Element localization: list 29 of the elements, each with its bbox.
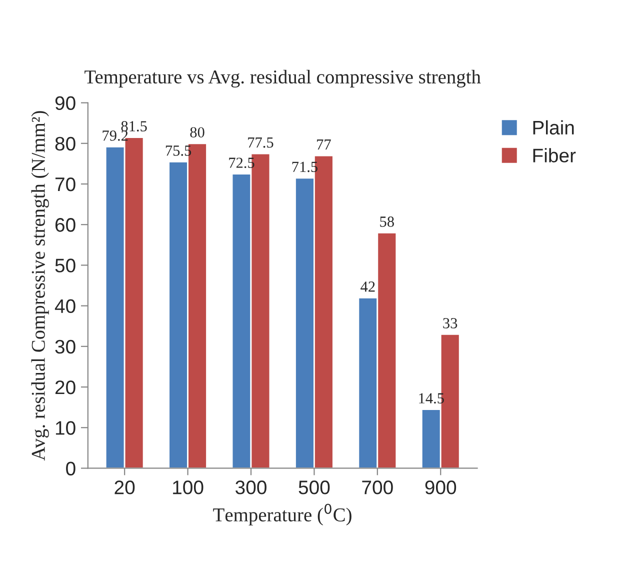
y-tick-label: 90 bbox=[55, 96, 76, 110]
y-axis-title: Avg. residual Compressive strength (N/mm²) bbox=[31, 111, 49, 461]
x-tick-label: 900 bbox=[425, 480, 456, 494]
y-tick-label: 40 bbox=[54, 299, 76, 314]
y-tick-label: 30 bbox=[55, 340, 76, 354]
y-tick-label: 70 bbox=[55, 177, 76, 192]
data-label: 80 bbox=[190, 127, 204, 138]
y-tick-label: 0 bbox=[66, 462, 76, 476]
data-label: 33 bbox=[443, 318, 458, 328]
data-label: 77 bbox=[317, 140, 331, 150]
x-tick-label: 500 bbox=[298, 480, 330, 494]
data-label: 77.5 bbox=[248, 138, 274, 148]
legend-label: Plain bbox=[533, 120, 574, 135]
x-tick-label: 700 bbox=[362, 480, 393, 494]
y-tick-label: 60 bbox=[55, 218, 76, 232]
x-tick-label: 300 bbox=[236, 480, 266, 494]
data-label: 42 bbox=[360, 282, 375, 292]
data-label: 79.2 bbox=[102, 130, 128, 141]
y-tick-label: 50 bbox=[55, 258, 76, 272]
x-axis-title: Temperature ($^{0}$C) bbox=[213, 504, 352, 526]
x-tick-label: 100 bbox=[173, 480, 204, 494]
y-tick-label: 20 bbox=[55, 380, 76, 394]
y-tick-label: 10 bbox=[56, 421, 76, 435]
data-label: 81.5 bbox=[121, 121, 147, 132]
chart-title: Temperature vs Avg. residual compressive strength bbox=[84, 70, 481, 88]
legend-label: Fiber bbox=[533, 148, 576, 162]
x-tick-label: 20 bbox=[114, 480, 135, 494]
y-tick-label: 80 bbox=[55, 136, 76, 151]
data-label: 58 bbox=[380, 216, 394, 227]
